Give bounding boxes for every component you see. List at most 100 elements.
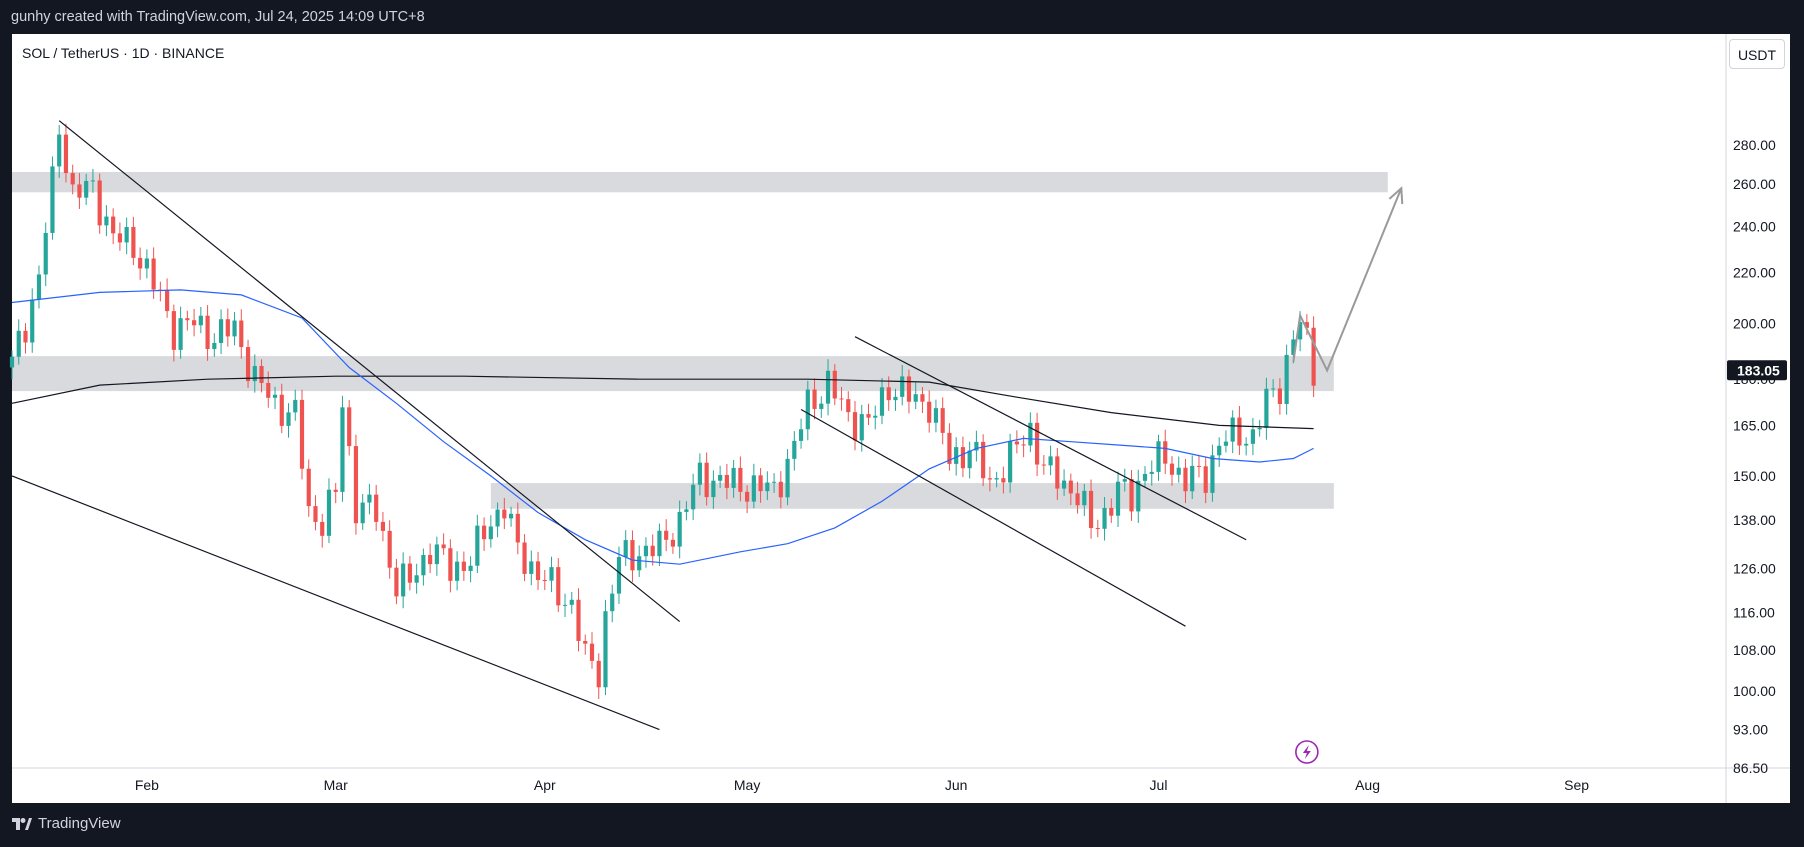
candle-body xyxy=(1088,490,1094,529)
candle-body xyxy=(70,173,75,185)
candle-body xyxy=(576,599,581,641)
price-tick-label: 116.00 xyxy=(1733,604,1775,620)
candle-body xyxy=(1021,444,1026,446)
candle-body xyxy=(225,319,230,337)
candle-body xyxy=(1082,490,1087,506)
candle-body xyxy=(1183,467,1188,492)
candle-body xyxy=(967,450,972,469)
candle-body xyxy=(947,432,952,464)
candle-body xyxy=(906,376,912,402)
time-tick-label-jun: Jun xyxy=(945,777,968,793)
candle-body xyxy=(1176,467,1181,475)
candle-body xyxy=(165,289,170,312)
candle-body xyxy=(428,554,433,565)
candle-body xyxy=(1048,456,1053,466)
candle-body xyxy=(731,467,736,488)
candle-body xyxy=(1304,322,1309,328)
bottom-bar xyxy=(0,803,1804,847)
candle-body xyxy=(542,580,547,582)
candle-body xyxy=(798,429,804,441)
time-tick-label-feb: Feb xyxy=(135,777,159,793)
candle-body xyxy=(1028,422,1033,446)
candle-body xyxy=(933,408,939,423)
candle-body xyxy=(893,396,898,401)
candle-body xyxy=(1244,443,1249,446)
candle-body xyxy=(1190,465,1195,492)
candle-body xyxy=(819,403,824,409)
price-tick-label: 260.00 xyxy=(1733,176,1776,192)
candle-body xyxy=(1156,441,1161,472)
candle-body xyxy=(279,394,284,426)
current-price-label: 183.05 xyxy=(1737,362,1780,378)
candle-body xyxy=(475,525,480,566)
candle-body xyxy=(1196,465,1202,467)
candle-body xyxy=(198,315,203,326)
candle-body xyxy=(441,544,446,549)
candle-body xyxy=(873,415,878,418)
candle-body xyxy=(792,440,797,459)
candle-body xyxy=(677,511,682,547)
time-tick-label-apr: Apr xyxy=(534,777,556,793)
candle-body xyxy=(960,447,966,469)
candle-body xyxy=(1122,479,1127,482)
price-tick-label: 150.00 xyxy=(1733,468,1776,484)
candle-body xyxy=(1061,480,1067,489)
candle-body xyxy=(1014,441,1019,445)
top-bar: gunhy created with TradingView.com, Jul … xyxy=(0,0,1804,34)
candle-body xyxy=(468,565,473,571)
candle-body xyxy=(448,548,453,581)
candle-body xyxy=(266,382,271,398)
candle-body xyxy=(765,482,770,492)
trendline-3 xyxy=(854,336,1247,541)
candle-body xyxy=(360,502,365,524)
time-tick-label-sep: Sep xyxy=(1564,777,1589,793)
candle-body xyxy=(900,376,905,397)
candle-body xyxy=(1115,481,1121,516)
candle-body xyxy=(97,180,102,226)
candle-body xyxy=(124,227,129,243)
projection-path xyxy=(1292,187,1403,373)
candle-body xyxy=(117,233,122,243)
candle-body xyxy=(1210,455,1215,493)
candle-body xyxy=(272,394,278,398)
currency-unit-button[interactable]: USDT xyxy=(1729,39,1785,69)
candle-body xyxy=(812,389,817,409)
candle-body xyxy=(191,320,197,326)
candle-body xyxy=(724,474,729,488)
candle-body xyxy=(745,491,750,502)
candle-body xyxy=(535,561,541,581)
candle-body xyxy=(1291,339,1296,355)
candle-body xyxy=(252,365,257,382)
time-tick-label-jul: Jul xyxy=(1150,777,1168,793)
candle-body xyxy=(1035,422,1040,465)
candle-body xyxy=(374,494,379,522)
candle-body xyxy=(583,640,588,644)
candle-body xyxy=(657,530,662,557)
candle-body xyxy=(239,320,244,348)
tradingview-brand[interactable]: TradingView xyxy=(38,815,121,832)
moving-average-long-line xyxy=(11,375,1314,430)
candle-body xyxy=(805,389,810,430)
candle-body xyxy=(461,561,466,571)
candle-body xyxy=(974,441,979,451)
candle-body xyxy=(347,407,352,447)
price-tick-label: 86.50 xyxy=(1733,760,1768,776)
candle-body xyxy=(232,320,237,337)
candle-body xyxy=(245,347,251,382)
support-resistance-zone-2 xyxy=(12,356,1334,392)
price-tick-label: 165.00 xyxy=(1733,417,1776,433)
creator-credit: gunhy created with TradingView.com, Jul … xyxy=(11,9,425,25)
candle-body xyxy=(832,370,837,399)
candle-body xyxy=(90,180,96,182)
candle-body xyxy=(556,567,561,606)
chart-frame[interactable] xyxy=(12,34,1790,803)
candle-body xyxy=(63,134,69,174)
candle-body xyxy=(650,545,655,557)
candle-body xyxy=(481,525,487,540)
symbol-legend[interactable]: SOL / TetherUS · 1D · BINANCE xyxy=(22,45,225,61)
tradingview-logo-icon[interactable] xyxy=(12,816,32,832)
candle-body xyxy=(495,509,500,527)
candle-body xyxy=(488,526,493,540)
price-tick-label: 100.00 xyxy=(1733,683,1776,699)
